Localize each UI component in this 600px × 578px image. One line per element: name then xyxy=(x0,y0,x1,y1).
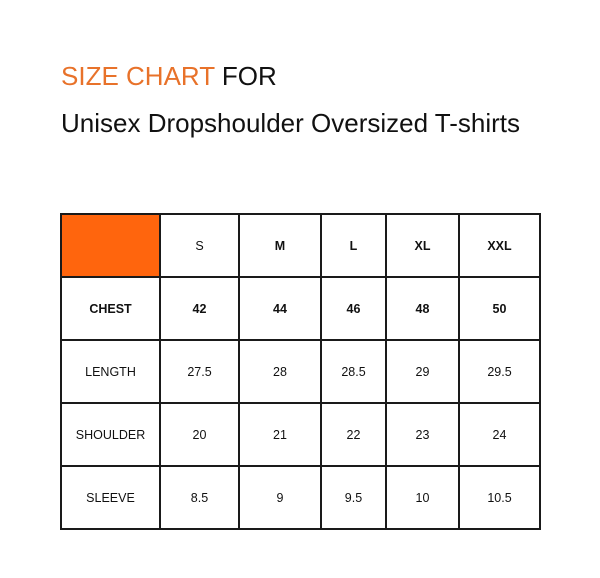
table-row: SHOULDER 20 21 22 23 24 xyxy=(60,402,541,467)
subtitle: Unisex Dropshoulder Oversized T-shirts xyxy=(61,108,521,138)
corner-cell xyxy=(60,213,161,278)
title-rest: FOR xyxy=(221,61,277,91)
size-header: S xyxy=(159,213,240,278)
cell: 20 xyxy=(159,402,240,467)
cell: 29.5 xyxy=(458,339,541,404)
cell: 10 xyxy=(385,465,460,530)
cell: 42 xyxy=(159,276,240,341)
row-label: SLEEVE xyxy=(60,465,161,530)
table-row: SLEEVE 8.5 9 9.5 10 10.5 xyxy=(60,465,541,530)
header-row: S M L XL XXL xyxy=(60,213,541,278)
title-highlight: SIZE CHART xyxy=(61,61,215,91)
cell: 24 xyxy=(458,402,541,467)
row-label: LENGTH xyxy=(60,339,161,404)
cell: 27.5 xyxy=(159,339,240,404)
cell: 22 xyxy=(320,402,387,467)
size-header: L xyxy=(320,213,387,278)
cell: 28 xyxy=(238,339,322,404)
row-label: SHOULDER xyxy=(60,402,161,467)
cell: 44 xyxy=(238,276,322,341)
size-chart-table: S M L XL XXL CHEST 42 44 46 48 50 LENGTH… xyxy=(60,213,541,530)
row-label: CHEST xyxy=(60,276,161,341)
size-header: XL xyxy=(385,213,460,278)
size-header: M xyxy=(238,213,322,278)
title-line: SIZE CHART FOR xyxy=(61,60,277,92)
size-header: XXL xyxy=(458,213,541,278)
cell: 29 xyxy=(385,339,460,404)
cell: 48 xyxy=(385,276,460,341)
cell: 50 xyxy=(458,276,541,341)
cell: 10.5 xyxy=(458,465,541,530)
table-row: LENGTH 27.5 28 28.5 29 29.5 xyxy=(60,339,541,404)
cell: 9 xyxy=(238,465,322,530)
cell: 21 xyxy=(238,402,322,467)
cell: 23 xyxy=(385,402,460,467)
table-row: CHEST 42 44 46 48 50 xyxy=(60,276,541,341)
cell: 8.5 xyxy=(159,465,240,530)
cell: 46 xyxy=(320,276,387,341)
cell: 28.5 xyxy=(320,339,387,404)
cell: 9.5 xyxy=(320,465,387,530)
